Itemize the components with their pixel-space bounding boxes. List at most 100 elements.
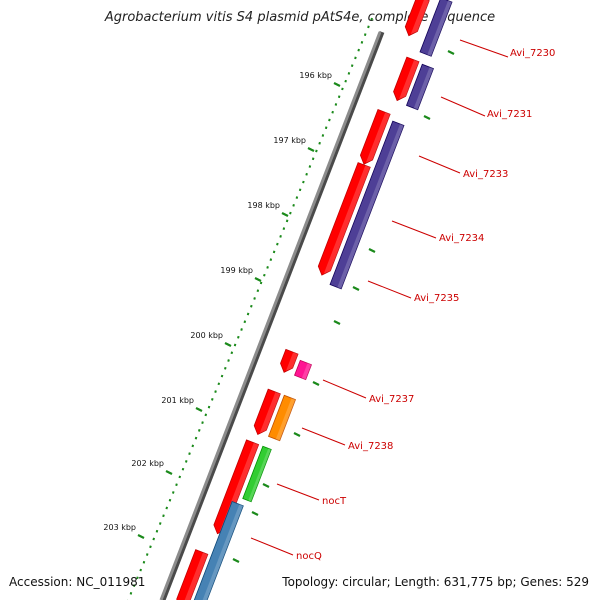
ruler-dot bbox=[269, 258, 273, 262]
ruler-dot bbox=[155, 529, 159, 533]
ruler-tick-label: 197 kbp bbox=[273, 136, 306, 145]
sequence-stats: Topology: circular; Length: 631,775 bp; … bbox=[282, 575, 589, 589]
ruler-dot bbox=[289, 211, 292, 215]
ruler-dot bbox=[279, 235, 282, 238]
ruler-dot bbox=[318, 141, 321, 145]
label-leader-line bbox=[276, 483, 320, 501]
strand-tick bbox=[447, 50, 455, 55]
ruler-dot bbox=[181, 467, 185, 471]
ruler-dot bbox=[139, 568, 142, 572]
forward-gene bbox=[359, 109, 391, 165]
ruler-dot bbox=[220, 374, 224, 378]
ruler-dot bbox=[308, 165, 312, 168]
forward-gene bbox=[393, 56, 420, 102]
ruler-dot bbox=[214, 390, 217, 393]
ruler-dot bbox=[194, 436, 198, 440]
ruler-tick-label: 201 kbp bbox=[161, 396, 194, 405]
ruler-dot bbox=[171, 491, 175, 494]
ruler-dot bbox=[282, 227, 286, 230]
label-leader-line bbox=[440, 96, 486, 117]
gene-label: Avi_7235 bbox=[414, 293, 459, 304]
ruler-dot bbox=[233, 343, 237, 347]
ruler-dot bbox=[324, 126, 328, 130]
ruler-dot bbox=[337, 95, 341, 99]
ruler-tick-label: 198 kbp bbox=[247, 201, 280, 210]
gene-label: Avi_7231 bbox=[487, 109, 532, 120]
ruler-dot bbox=[305, 172, 308, 176]
ruler-dot bbox=[149, 545, 152, 549]
reverse-gene bbox=[192, 500, 244, 600]
strand-tick bbox=[232, 558, 240, 563]
ruler-dot bbox=[240, 328, 243, 331]
ruler-dot bbox=[142, 560, 146, 564]
map-title: Agrobacterium vitis S4 plasmid pAtS4e, c… bbox=[104, 10, 496, 25]
ruler-tick-label: 202 kbp bbox=[131, 459, 164, 468]
gene-label: Avi_7237 bbox=[369, 394, 414, 405]
ruler-dot bbox=[136, 576, 139, 580]
strand-tick bbox=[423, 115, 431, 120]
ruler-dot bbox=[162, 514, 165, 518]
ruler-tick-label: 199 kbp bbox=[220, 266, 253, 275]
ruler-dot bbox=[198, 429, 201, 432]
gene-label: Avi_7233 bbox=[463, 169, 508, 180]
strand-tick bbox=[368, 248, 376, 253]
ruler-dot bbox=[165, 506, 169, 510]
ruler-dot bbox=[145, 553, 149, 556]
label-leader-line bbox=[367, 280, 412, 299]
ruler-dot bbox=[331, 110, 334, 114]
ruler-tick-label: 196 kbp bbox=[299, 71, 332, 80]
ruler-major-tick bbox=[195, 407, 203, 412]
gene-label: Avi_7238 bbox=[348, 441, 393, 452]
gene-label: nocT bbox=[322, 496, 347, 507]
ruler-dot bbox=[246, 312, 250, 316]
ruler-dot bbox=[276, 242, 279, 246]
ruler-dot bbox=[217, 382, 221, 386]
ruler-dot bbox=[204, 413, 208, 417]
ruler-dot bbox=[224, 366, 227, 370]
ruler-tick-label: 203 kbp bbox=[103, 523, 136, 532]
ruler-dot bbox=[253, 297, 256, 300]
ruler-dot bbox=[191, 444, 195, 448]
label-leader-line bbox=[301, 427, 346, 446]
strand-tick bbox=[312, 381, 320, 386]
ruler-dot bbox=[315, 149, 318, 153]
ruler-dot bbox=[357, 48, 360, 52]
ruler-dot bbox=[295, 196, 299, 199]
reverse-gene bbox=[419, 0, 453, 57]
gene-labels: Avi_7230 Avi_7231 Avi_7233 Avi_7234 Avi_7235… bbox=[250, 39, 555, 562]
ruler-dot bbox=[227, 359, 230, 362]
ruler-major-tick bbox=[165, 470, 173, 475]
ruler-dot bbox=[237, 335, 240, 339]
ruler-dot bbox=[256, 289, 260, 293]
label-leader-line bbox=[459, 39, 509, 58]
ruler-dot bbox=[243, 320, 247, 324]
ruler-dot bbox=[367, 25, 370, 29]
ruler-dot bbox=[292, 203, 295, 207]
ruler-dot bbox=[370, 17, 373, 21]
ruler-dot bbox=[360, 41, 364, 44]
label-leader-line bbox=[418, 155, 461, 174]
ruler-dot bbox=[298, 188, 302, 192]
strand-tick bbox=[352, 286, 360, 291]
ruler-dot bbox=[347, 72, 351, 75]
ruler-dot bbox=[266, 266, 269, 269]
reverse-gene bbox=[294, 359, 312, 381]
accession-text: Accession: NC_011981 bbox=[9, 575, 146, 589]
ruler-dot bbox=[354, 56, 357, 60]
forward-gene bbox=[280, 348, 299, 373]
reverse-gene bbox=[329, 120, 405, 290]
ruler-dot bbox=[328, 118, 331, 122]
ruler-ticks: 196 kbp 197 kbp 198 kbp 199 kbp 200 kbp 201 k… bbox=[103, 17, 373, 600]
ruler-dot bbox=[272, 250, 276, 254]
ruler-dot bbox=[201, 421, 204, 424]
ruler-dot bbox=[341, 87, 344, 91]
ruler-dot bbox=[321, 134, 325, 137]
forward-gene bbox=[404, 0, 430, 37]
reverse-gene bbox=[267, 394, 297, 442]
ruler-dot bbox=[230, 351, 234, 355]
forward-gene bbox=[253, 388, 281, 436]
strand-tick bbox=[293, 432, 301, 437]
forward-gene bbox=[317, 162, 371, 276]
ruler-dot bbox=[158, 522, 162, 525]
